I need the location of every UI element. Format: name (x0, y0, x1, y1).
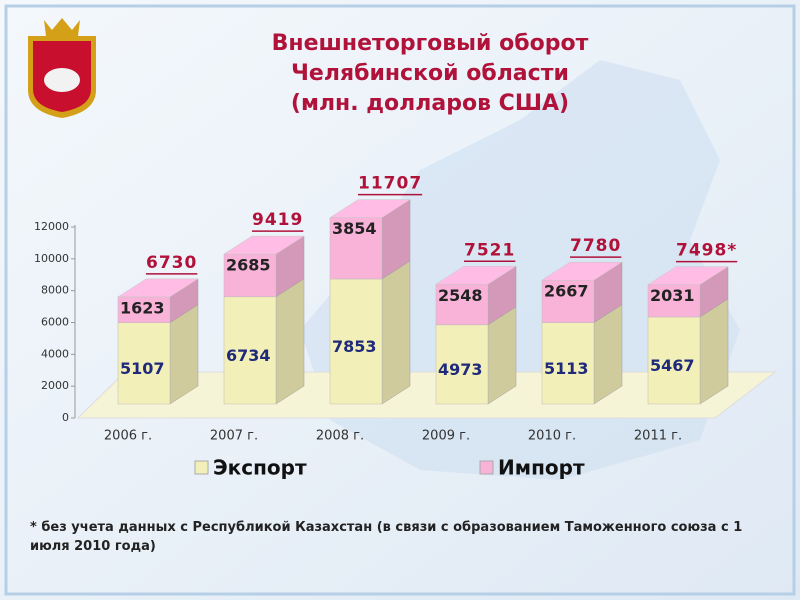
bar-top (223, 235, 305, 255)
total-label: 7498* (676, 241, 737, 261)
bar-front (435, 284, 489, 326)
emblem (28, 18, 96, 118)
data-label: 5467 (650, 356, 695, 375)
data-label: 5107 (120, 359, 165, 378)
legend-label: Импорт (498, 456, 585, 480)
bar-segment (541, 304, 623, 405)
bar-segment (647, 266, 729, 318)
bar-front (435, 324, 489, 405)
bar-top (329, 199, 411, 218)
bar-segment (435, 306, 517, 405)
data-label: 2685 (226, 256, 271, 275)
bar-front (647, 284, 701, 318)
frame (4, 4, 796, 596)
bar-segment (435, 265, 517, 326)
bar-front (329, 217, 383, 280)
bar-side (381, 260, 411, 405)
bar-front (541, 322, 595, 405)
bar-front (223, 253, 277, 298)
bar-front (329, 278, 383, 405)
y-tick-label: 4000 (41, 347, 69, 360)
total-label: 6730 (146, 253, 197, 273)
data-label: 7853 (332, 337, 377, 356)
chart-title: (млн. долларов США) (291, 91, 569, 116)
x-tick-label: 2006 г. (104, 429, 152, 444)
data-label: 1623 (120, 298, 165, 317)
data-label: 4973 (438, 360, 483, 379)
bar-top (117, 278, 199, 298)
x-tick-label: 2009 г. (422, 429, 470, 444)
y-tick-label: 0 (62, 411, 69, 424)
bar-top (435, 266, 517, 285)
bar-segment (329, 199, 411, 280)
total-label: 11707 (358, 174, 422, 194)
footnote: * без учета данных с Республикой Казахст… (30, 520, 743, 554)
bar-side (275, 278, 305, 405)
chart-title: Челябинской области (291, 61, 569, 86)
y-tick-label: 10000 (34, 252, 69, 265)
bar-front (647, 316, 701, 405)
x-tick-label: 2011 г. (634, 429, 682, 444)
legend-swatch (479, 460, 494, 475)
chart-title: Внешнеторговый оборот (272, 31, 589, 56)
bar-segment (223, 235, 305, 298)
bar-segment (329, 260, 411, 405)
x-tick-label: 2007 г. (210, 429, 258, 444)
bar-front (117, 296, 171, 323)
data-label: 6734 (226, 346, 271, 365)
y-tick-label: 2000 (41, 379, 69, 392)
bar-segment (117, 278, 199, 324)
x-tick-label: 2008 г. (316, 429, 364, 444)
total-label: 7780 (570, 236, 621, 256)
bar-segment (223, 278, 305, 405)
bar-front (541, 279, 595, 323)
data-label: 2548 (438, 286, 483, 305)
y-tick-label: 6000 (41, 316, 69, 329)
data-label: 3854 (332, 219, 377, 238)
total-label: 7521 (464, 240, 515, 260)
bar-side (699, 298, 729, 405)
bar-front (223, 296, 277, 405)
y-tick-label: 12000 (34, 220, 69, 233)
x-tick-label: 2010 г. (528, 429, 576, 444)
data-label: 2667 (544, 282, 589, 301)
y-tick-label: 8000 (41, 284, 69, 297)
bar-segment (117, 304, 199, 405)
bar-top (541, 261, 623, 281)
total-label: 9419 (252, 210, 303, 230)
bar-front (117, 322, 171, 405)
bar-top (647, 266, 729, 285)
legend-swatch (194, 460, 209, 475)
data-label: 5113 (544, 359, 589, 378)
data-label: 2031 (650, 286, 695, 305)
legend-label: Экспорт (213, 456, 307, 480)
bar-segment (541, 261, 623, 324)
